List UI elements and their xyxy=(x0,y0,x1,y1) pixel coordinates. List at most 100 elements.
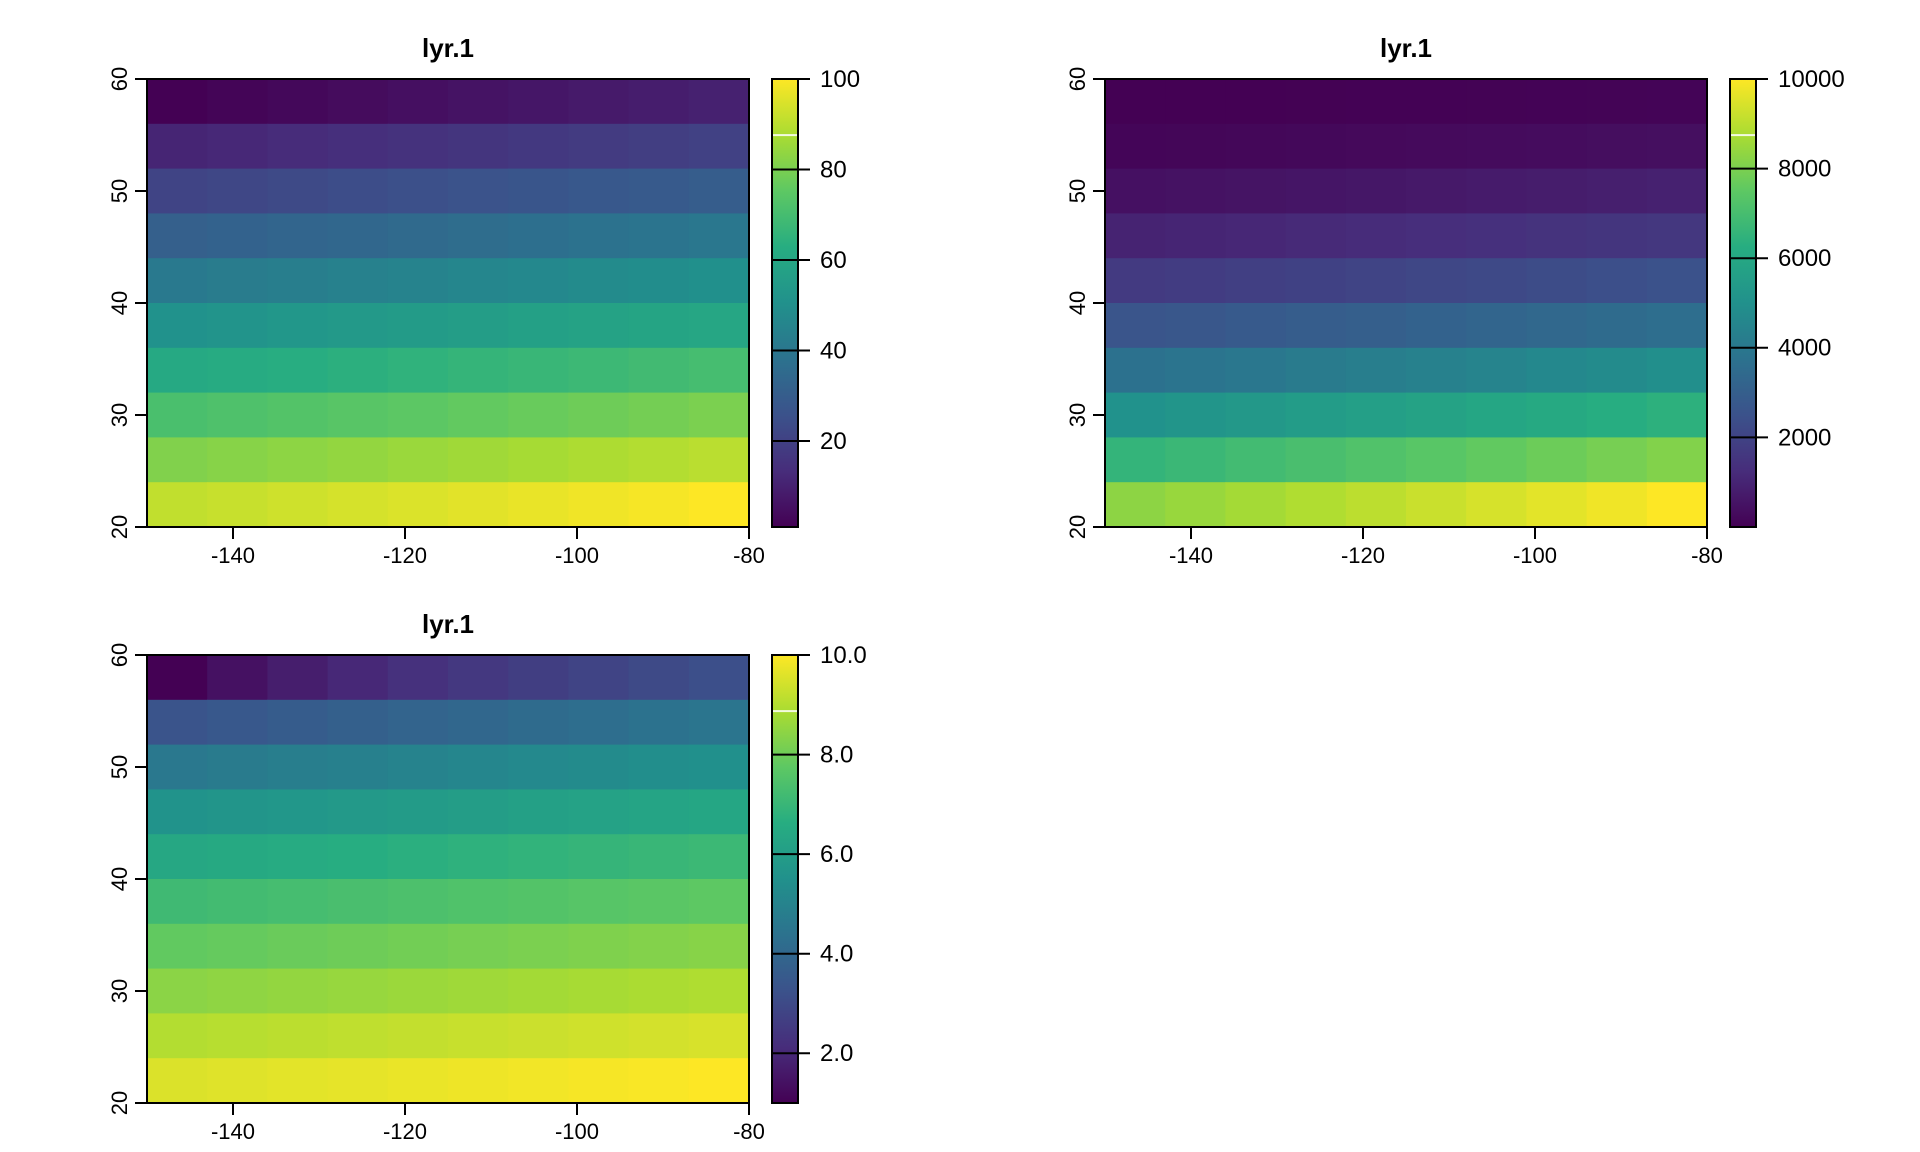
raster-cell xyxy=(1646,79,1707,125)
raster-cell xyxy=(207,79,269,125)
raster-cell xyxy=(147,123,208,170)
raster-cell xyxy=(1406,482,1467,527)
raster-cell xyxy=(1526,168,1588,215)
x-tick-label: -100 xyxy=(555,543,599,568)
raster-cell xyxy=(1526,392,1588,439)
raster-cell xyxy=(327,789,389,835)
raster-plot-panel-top-right: lyr.1 -140 -120 -100 -80 60 50 40 30 20 2000 4000 6… xyxy=(958,0,1918,576)
raster-cell xyxy=(628,258,690,304)
raster-cell xyxy=(508,437,570,483)
raster-cell xyxy=(1526,303,1588,349)
raster-cell xyxy=(267,79,329,125)
raster-cell xyxy=(267,789,329,835)
raster-cell xyxy=(448,79,509,125)
raster-cell xyxy=(1406,213,1467,259)
raster-cell xyxy=(688,834,749,880)
raster-cell xyxy=(1526,79,1588,125)
raster-cell xyxy=(147,1013,208,1059)
raster-cell xyxy=(387,655,449,701)
raster-cell xyxy=(688,923,749,970)
raster-cell xyxy=(147,879,208,925)
raster-cell xyxy=(1466,347,1528,394)
raster-cell xyxy=(147,655,208,701)
x-axis: -140 -120 -100 -80 xyxy=(211,527,765,568)
raster-cell xyxy=(1345,437,1407,483)
raster-cell xyxy=(387,968,449,1015)
raster-cell xyxy=(267,655,329,701)
raster-cell xyxy=(568,1013,630,1059)
raster-cell xyxy=(1646,258,1707,304)
raster-cell xyxy=(147,213,208,259)
raster-cell xyxy=(628,437,690,483)
raster-cell xyxy=(688,968,749,1015)
raster-cell xyxy=(568,437,630,483)
raster-cell xyxy=(267,347,329,394)
legend-gap-artifact-line xyxy=(1731,134,1755,137)
y-tick-label: 20 xyxy=(107,515,132,539)
raster-cell xyxy=(688,79,749,125)
raster-cell xyxy=(1165,123,1227,170)
raster-cell xyxy=(1526,437,1588,483)
raster-cell xyxy=(448,437,509,483)
raster-cell xyxy=(628,347,690,394)
raster-cell xyxy=(1466,123,1528,170)
raster-cell xyxy=(628,655,690,701)
raster-cell xyxy=(508,834,570,880)
raster-cell xyxy=(1345,347,1407,394)
raster-cell xyxy=(1345,392,1407,439)
raster-cell xyxy=(1406,258,1467,304)
raster-cell xyxy=(267,923,329,970)
raster-cells xyxy=(1105,79,1707,527)
raster-cell xyxy=(1466,392,1528,439)
raster-cell xyxy=(267,699,329,746)
raster-cell xyxy=(568,213,630,259)
y-tick-label: 60 xyxy=(107,67,132,91)
raster-cell xyxy=(267,879,329,925)
raster-cell xyxy=(448,392,509,439)
raster-cell xyxy=(448,213,509,259)
raster-cell xyxy=(267,834,329,880)
raster-cell xyxy=(147,79,208,125)
raster-cell xyxy=(387,879,449,925)
raster-cell xyxy=(1285,392,1347,439)
raster-cell xyxy=(1646,482,1707,527)
raster-cell xyxy=(1646,347,1707,394)
raster-cell xyxy=(207,258,269,304)
raster-cell xyxy=(628,834,690,880)
raster-cell xyxy=(327,437,389,483)
raster-cell xyxy=(1285,437,1347,483)
raster-cell xyxy=(1646,213,1707,259)
raster-cell xyxy=(1586,123,1648,170)
y-tick-label: 60 xyxy=(107,643,132,667)
raster-cell xyxy=(207,168,269,215)
raster-cell xyxy=(688,1058,749,1103)
raster-cell xyxy=(1285,168,1347,215)
raster-cell xyxy=(688,258,749,304)
legend-tick-label: 60 xyxy=(820,247,847,274)
raster-cell xyxy=(688,303,749,349)
raster-cell xyxy=(1526,482,1588,527)
raster-cell xyxy=(1406,123,1467,170)
raster-cell xyxy=(688,123,749,170)
raster-cell xyxy=(1105,79,1166,125)
raster-cell xyxy=(147,258,208,304)
raster-cell xyxy=(1586,392,1648,439)
raster-cell xyxy=(207,834,269,880)
raster-cell xyxy=(688,482,749,527)
raster-cell xyxy=(688,744,749,791)
raster-cell xyxy=(1105,213,1166,259)
raster-cell xyxy=(327,168,389,215)
raster-cell xyxy=(207,923,269,970)
y-tick-label: 40 xyxy=(107,867,132,891)
legend-gradient-bar xyxy=(772,655,798,1103)
x-tick-label: -100 xyxy=(555,1119,599,1144)
plot-title: lyr.1 xyxy=(422,33,474,63)
raster-cell xyxy=(448,834,509,880)
raster-cell xyxy=(1165,482,1227,527)
raster-cell xyxy=(568,699,630,746)
raster-cell xyxy=(448,968,509,1015)
x-tick-label: -120 xyxy=(383,543,427,568)
legend-gap-artifact-line xyxy=(773,710,797,713)
raster-cell xyxy=(1466,213,1528,259)
raster-cell xyxy=(1646,168,1707,215)
